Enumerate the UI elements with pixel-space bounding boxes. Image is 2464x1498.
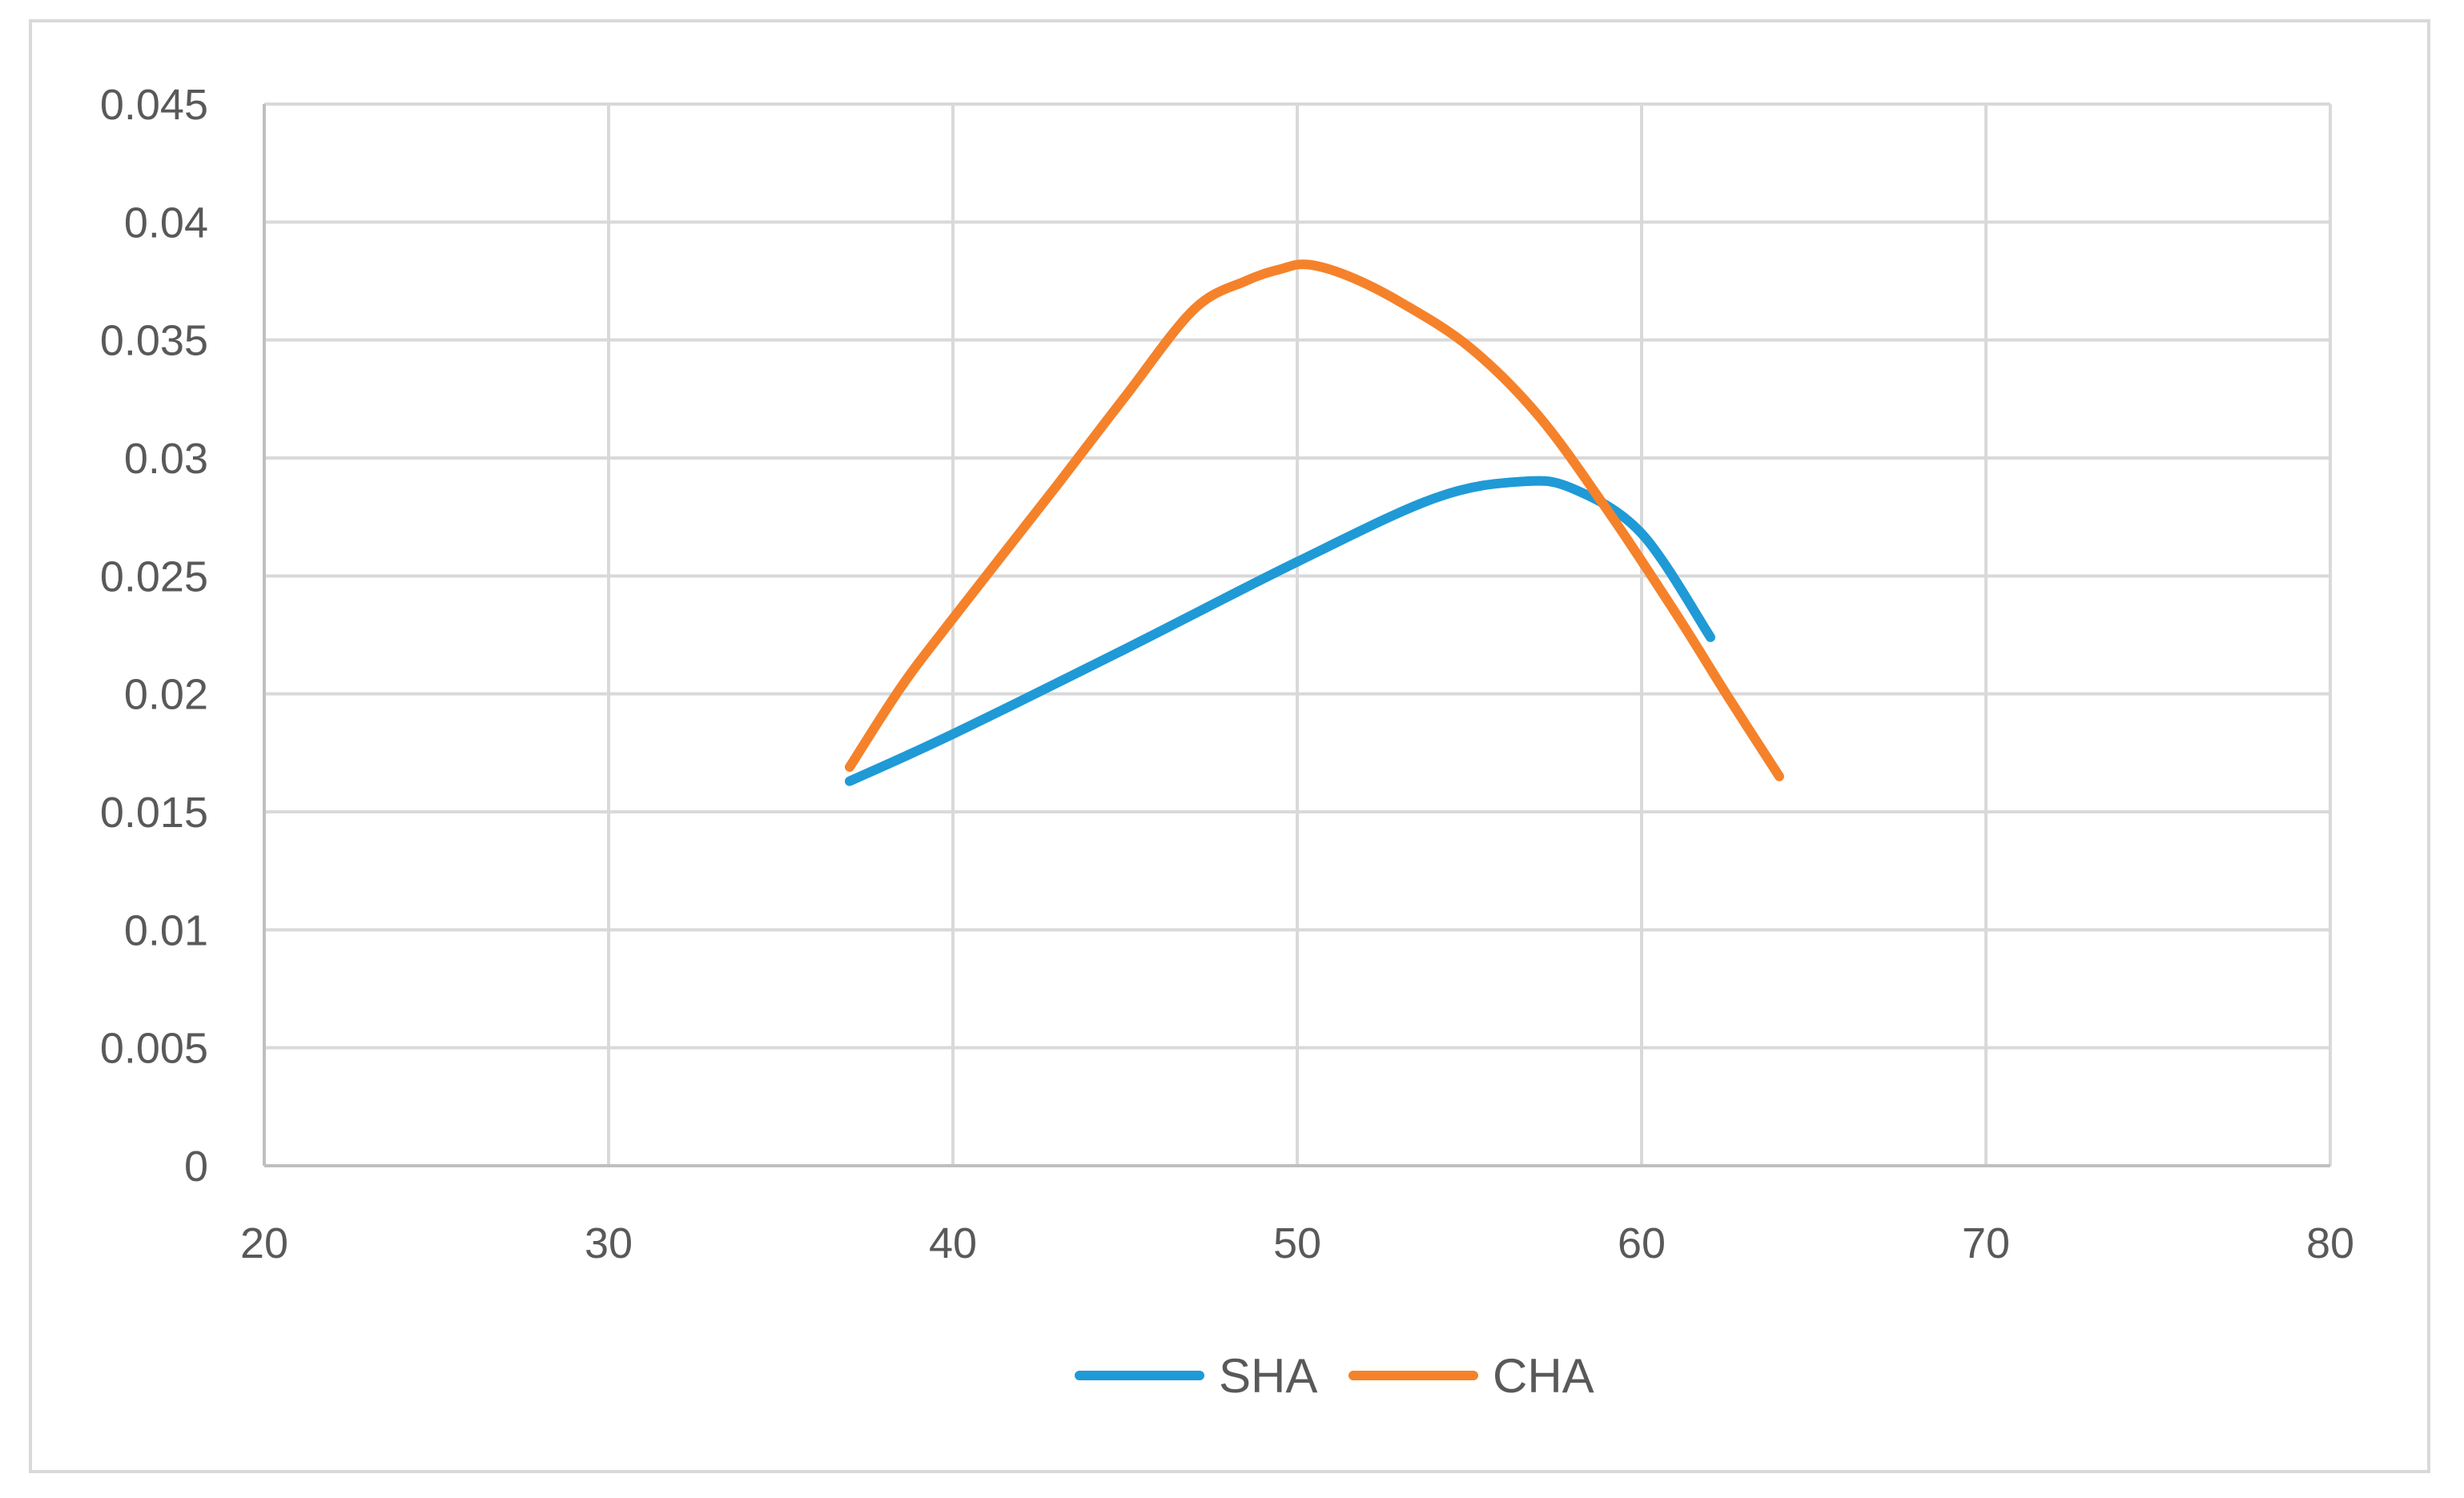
x-tick-label: 70 <box>1962 1219 2010 1267</box>
y-tick-label: 0.01 <box>124 906 208 954</box>
y-tick-label: 0 <box>184 1143 208 1191</box>
y-tick-label: 0.025 <box>100 552 208 600</box>
y-tick-label: 0.005 <box>100 1025 208 1073</box>
x-tick-label: 50 <box>1273 1219 1321 1267</box>
legend: SHA CHA <box>1075 1349 1594 1403</box>
x-tick-label: 40 <box>929 1219 977 1267</box>
y-tick-label: 0.015 <box>100 789 208 837</box>
y-tick-label: 0.02 <box>124 671 208 719</box>
y-tick-label: 0.03 <box>124 435 208 483</box>
series-lines <box>845 259 1784 786</box>
y-tick-label: 0.04 <box>124 199 208 247</box>
chart-area <box>29 19 2430 1473</box>
y-tick-label: 0.035 <box>100 317 208 365</box>
x-tick-label: 80 <box>2306 1219 2354 1267</box>
y-tick-label: 0.045 <box>100 81 208 129</box>
x-tick-label: 60 <box>1618 1219 1666 1267</box>
legend-label-sha: SHA <box>1219 1349 1317 1403</box>
series-line-sha <box>845 476 1715 786</box>
legend-label-cha: CHA <box>1493 1349 1594 1403</box>
axes: 0 0.005 0.01 0.015 0.02 0.025 0.03 0.035 0.04 0.0… <box>100 81 2354 1267</box>
series-line-cha <box>845 259 1784 781</box>
x-tick-label: 30 <box>585 1219 633 1267</box>
x-tick-label: 20 <box>240 1219 288 1267</box>
